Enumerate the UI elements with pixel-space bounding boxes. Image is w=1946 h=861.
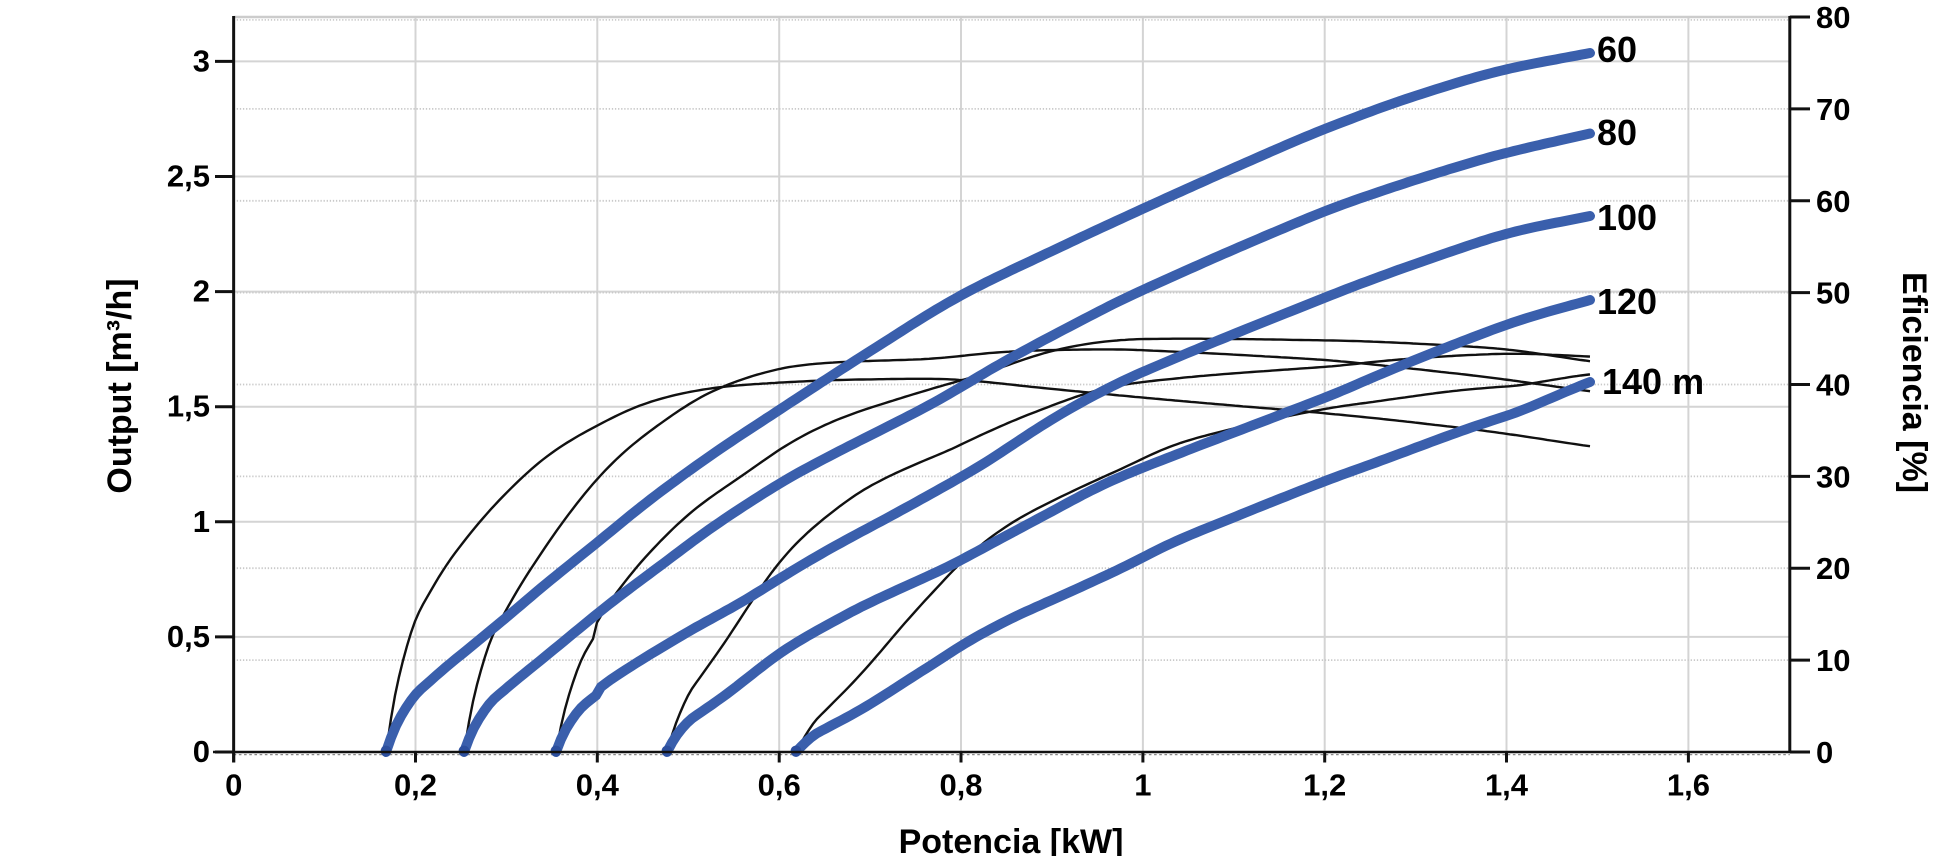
svg-text:20: 20 [1816,551,1850,586]
svg-text:1,6: 1,6 [1667,768,1710,803]
svg-text:Output [m³/h]: Output [m³/h] [101,278,139,493]
svg-text:0,8: 0,8 [939,768,982,803]
svg-text:1: 1 [1134,768,1151,803]
svg-text:80: 80 [1816,0,1850,35]
svg-text:1: 1 [193,504,210,539]
svg-text:50: 50 [1816,276,1850,311]
svg-text:0,5: 0,5 [167,619,210,654]
svg-text:2: 2 [193,274,210,309]
svg-text:2,5: 2,5 [167,159,210,194]
svg-text:Potencia [kW]: Potencia [kW] [899,823,1124,856]
svg-text:Eficiencia [%]: Eficiencia [%] [1895,272,1933,493]
svg-text:0,6: 0,6 [758,768,801,803]
svg-text:80: 80 [1597,112,1637,153]
svg-text:0: 0 [193,734,210,769]
svg-text:1,5: 1,5 [167,389,210,424]
svg-text:60: 60 [1816,184,1850,219]
svg-text:120: 120 [1597,281,1657,322]
svg-text:140 m: 140 m [1602,361,1704,402]
svg-text:0: 0 [1816,735,1833,770]
svg-text:10: 10 [1816,643,1850,678]
svg-text:1,2: 1,2 [1303,768,1346,803]
svg-text:100: 100 [1597,197,1657,238]
svg-text:0: 0 [225,768,242,803]
svg-text:1,4: 1,4 [1485,768,1529,803]
svg-text:3: 3 [193,43,210,78]
svg-text:40: 40 [1816,368,1850,403]
svg-text:0,4: 0,4 [576,768,620,803]
svg-text:30: 30 [1816,459,1850,494]
svg-text:0,2: 0,2 [394,768,437,803]
svg-text:60: 60 [1597,29,1637,70]
svg-text:70: 70 [1816,92,1850,127]
